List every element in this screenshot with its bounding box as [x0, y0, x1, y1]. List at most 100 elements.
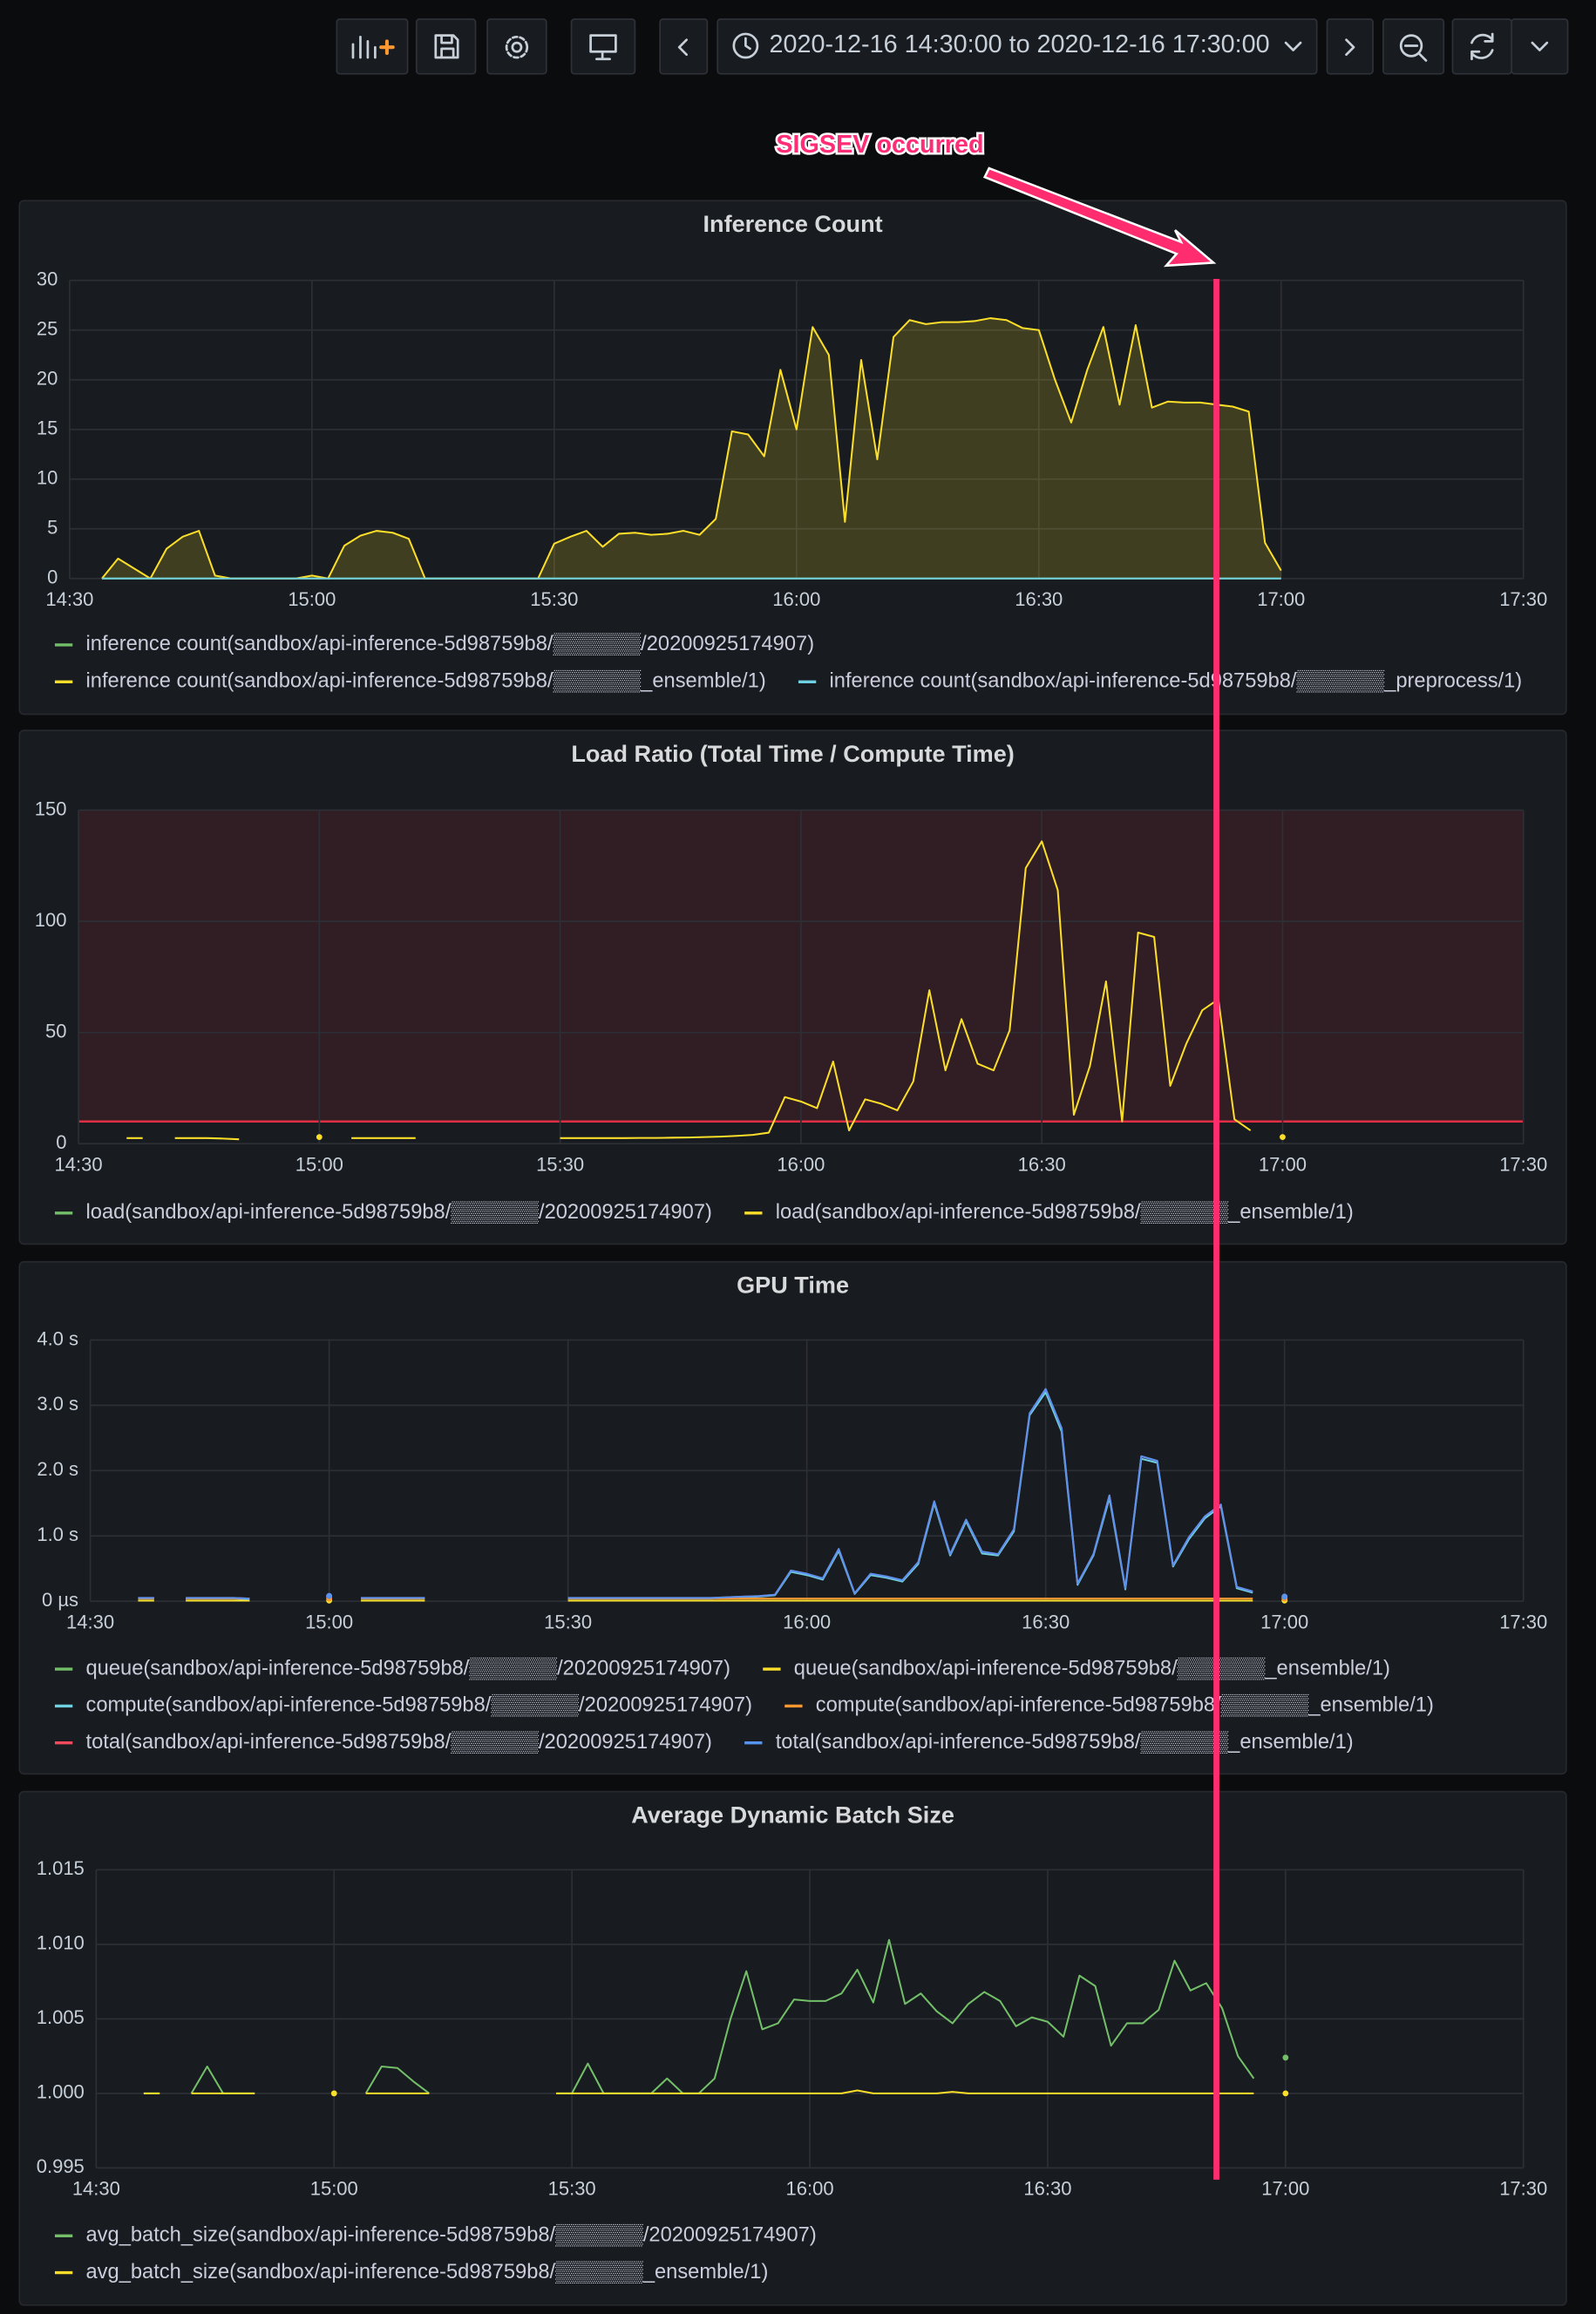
- legend-label: load(sandbox/api-inference-5d98759b8/▒▒▒…: [776, 1201, 1354, 1225]
- x-tick-label: 15:00: [295, 1153, 343, 1175]
- x-tick-label: 15:30: [544, 1611, 592, 1632]
- x-tick-label: 17:30: [1499, 588, 1547, 610]
- data-point: [326, 1592, 333, 1599]
- data-point: [1281, 1593, 1288, 1600]
- y-tick-label: 1.010: [37, 1932, 85, 1954]
- x-tick-label: 15:00: [310, 2178, 358, 2200]
- y-tick-label: 100: [35, 909, 67, 931]
- series-line: [567, 1388, 1253, 1599]
- panel: [18, 200, 1567, 716]
- x-tick-label: 14:30: [45, 588, 93, 610]
- x-tick-label: 16:00: [786, 2178, 834, 2200]
- x-tick-label: 16:30: [1022, 1611, 1070, 1632]
- legend-label: inference count(sandbox/api-inference-5d…: [86, 670, 766, 694]
- x-tick-label: 17:00: [1261, 2178, 1309, 2200]
- y-tick-label: 2.0 s: [37, 1458, 78, 1480]
- data-point: [1282, 2054, 1289, 2061]
- y-tick-label: 1.000: [37, 2081, 85, 2103]
- panel-title: Inference Count: [703, 210, 883, 237]
- refresh-interval-button[interactable]: [1511, 18, 1569, 75]
- y-tick-label: 5: [47, 517, 58, 539]
- x-tick-label: 17:30: [1499, 2178, 1547, 2200]
- time-picker[interactable]: [717, 18, 1318, 75]
- legend-label: avg_batch_size(sandbox/api-inference-5d9…: [86, 2224, 817, 2248]
- x-tick-label: 16:30: [1015, 588, 1063, 610]
- chevron-left: [677, 38, 689, 57]
- x-tick-label: 16:30: [1023, 2178, 1071, 2200]
- x-tick-label: 14:30: [72, 2178, 120, 2200]
- y-tick-label: 0: [56, 1131, 66, 1153]
- series-line: [364, 2066, 430, 2094]
- legend-label: load(sandbox/api-inference-5d98759b8/▒▒▒…: [86, 1201, 712, 1225]
- x-tick-label: 15:30: [548, 2178, 596, 2200]
- time-back-button[interactable]: [659, 18, 709, 75]
- data-point: [330, 2090, 337, 2097]
- tv-mode-button[interactable]: [570, 18, 636, 75]
- y-tick-label: 30: [37, 268, 58, 290]
- annotation: SIGSEV occurred: [774, 129, 1219, 2180]
- panel: [18, 729, 1567, 1245]
- y-tick-label: 0: [47, 567, 58, 588]
- legend-label: queue(sandbox/api-inference-5d98759b8/▒▒…: [794, 1657, 1390, 1680]
- y-tick-label: 25: [37, 318, 58, 340]
- save-icon: [434, 34, 459, 59]
- y-tick-label: 1.005: [37, 2006, 85, 2028]
- x-tick-label: 17:30: [1499, 1611, 1547, 1632]
- panels: Inference Count 0 5 10 15 20 25 30 14:30 15:00 15:…: [18, 200, 1567, 2306]
- legend-label: total(sandbox/api-inference-5d98759b8/▒▒…: [776, 1731, 1354, 1754]
- data-point: [1282, 2090, 1289, 2097]
- legend-label: total(sandbox/api-inference-5d98759b8/▒▒…: [86, 1731, 712, 1754]
- time-forward-button[interactable]: [1326, 18, 1374, 75]
- y-tick-label: 20: [37, 368, 58, 390]
- chevron-down: [1284, 41, 1302, 51]
- annotation-arrow: [982, 166, 1217, 268]
- x-tick-label: 15:00: [288, 588, 336, 610]
- series-line: [555, 1938, 1255, 2094]
- legend-label: inference count(sandbox/api-inference-5d…: [830, 670, 1523, 694]
- data-point: [316, 1134, 323, 1140]
- x-tick-label: 15:30: [530, 588, 578, 610]
- zoom-out-icon: [1399, 34, 1428, 62]
- settings-button[interactable]: [486, 18, 547, 75]
- y-tick-label: 3.0 s: [37, 1393, 78, 1415]
- y-tick-label: 0 µs: [42, 1589, 78, 1611]
- add-panel-icon: [351, 35, 395, 59]
- tv-icon: [589, 34, 617, 61]
- annotation-text: SIGSEV occurred: [776, 131, 983, 159]
- legend-label: compute(sandbox/api-inference-5d98759b8/…: [86, 1694, 752, 1718]
- x-tick-label: 17:30: [1499, 1153, 1547, 1175]
- time-range: 2020-12-16 14:30:00 to 2020-12-16 17:30:…: [769, 31, 1269, 58]
- x-tick-label: 16:00: [783, 1611, 831, 1632]
- x-tick-label: 15:00: [305, 1611, 353, 1632]
- settings-icon: [505, 35, 529, 59]
- legend-label: compute(sandbox/api-inference-5d98759b8/…: [816, 1694, 1434, 1718]
- y-tick-label: 4.0 s: [37, 1327, 78, 1349]
- x-tick-label: 17:00: [1259, 1153, 1307, 1175]
- series-line: [174, 1137, 240, 1141]
- toolbar: 2020-12-16 14:30:00 to 2020-12-16 17:30:…: [336, 18, 1569, 75]
- panel: [18, 1790, 1567, 2306]
- data-point: [1280, 1134, 1286, 1140]
- series-line: [560, 840, 1252, 1139]
- legend-label: inference count(sandbox/api-inference-5d…: [86, 633, 815, 656]
- legend-label: avg_batch_size(sandbox/api-inference-5d9…: [86, 2261, 769, 2284]
- x-tick-label: 16:00: [772, 588, 820, 610]
- y-tick-label: 1.0 s: [37, 1523, 78, 1545]
- refresh-icon: [1470, 32, 1494, 61]
- x-tick-label: 17:00: [1260, 1611, 1308, 1632]
- save-button[interactable]: [415, 18, 477, 75]
- x-tick-label: 16:00: [777, 1153, 825, 1175]
- panel-title: Average Dynamic Batch Size: [631, 1802, 954, 1829]
- x-tick-label: 17:00: [1257, 588, 1305, 610]
- refresh-button[interactable]: [1451, 18, 1513, 75]
- y-tick-label: 50: [45, 1021, 66, 1042]
- y-tick-label: 1.015: [37, 1857, 85, 1879]
- add-panel-button[interactable]: [336, 18, 409, 75]
- x-tick-label: 16:30: [1018, 1153, 1066, 1175]
- x-tick-label: 14:30: [55, 1153, 103, 1175]
- y-tick-label: 150: [35, 797, 67, 819]
- y-tick-label: 10: [37, 467, 58, 489]
- panel: [18, 1260, 1567, 1775]
